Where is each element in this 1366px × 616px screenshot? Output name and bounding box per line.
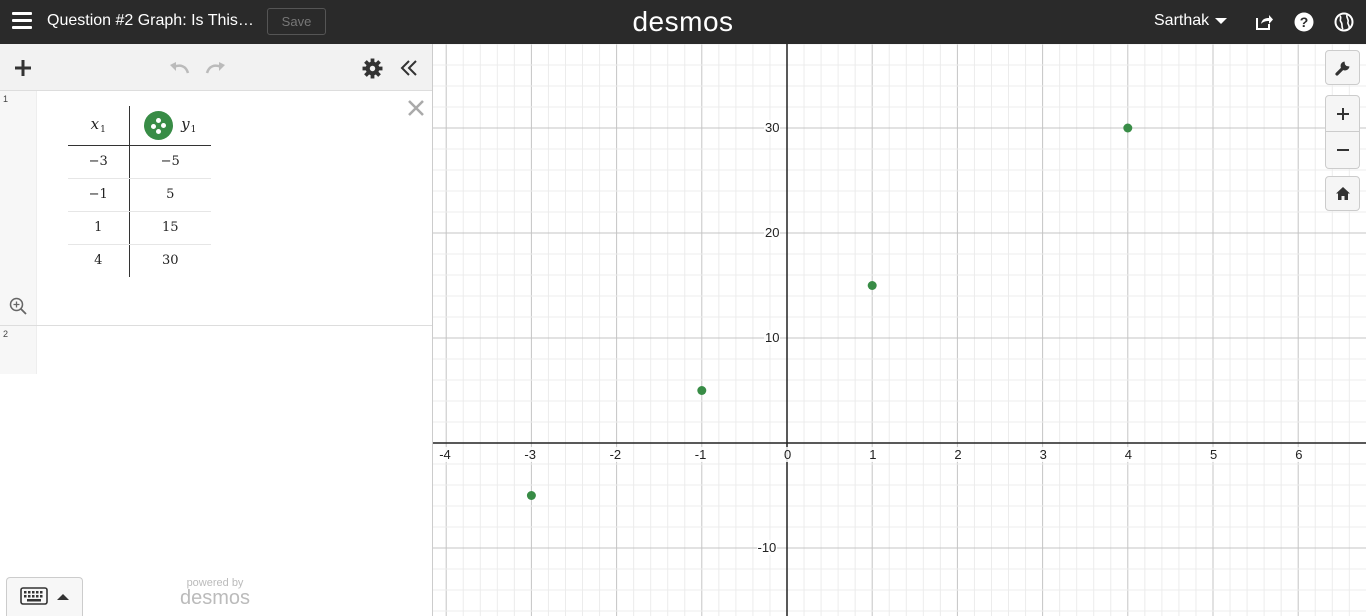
powered-by-brand: desmos: [179, 587, 251, 609]
user-name: Sarthak: [1154, 12, 1210, 29]
table-cell-y[interactable]: 15: [128, 211, 211, 245]
plus-icon: [1337, 108, 1349, 120]
close-icon[interactable]: [406, 98, 426, 118]
wrench-icon: [1335, 61, 1350, 76]
expression-list: 1 x1 y1 −3: [0, 91, 432, 374]
data-point[interactable]: [697, 386, 707, 395]
table-cell-y[interactable]: 30: [128, 244, 211, 277]
table-header-x[interactable]: x1: [68, 106, 129, 146]
keypad-toggle-button[interactable]: [6, 577, 83, 616]
y-tick-label: 20: [764, 225, 781, 240]
save-button[interactable]: Save: [267, 8, 326, 35]
graph-title[interactable]: Question #2 Graph: Is This…: [47, 12, 254, 29]
x-tick-label: -1: [693, 447, 708, 462]
table-cell-y[interactable]: −5: [128, 145, 211, 179]
top-bar: Question #2 Graph: Is This… Save desmos …: [0, 0, 1366, 44]
undo-icon[interactable]: [168, 59, 190, 75]
double-chevron-left-icon[interactable]: [399, 58, 419, 78]
expression-panel: 1 x1 y1 −3: [0, 44, 433, 616]
x-tick-label: 2: [953, 447, 963, 462]
table-cell-y[interactable]: 5: [128, 178, 211, 212]
keyboard-icon: [20, 587, 48, 605]
powered-by-desmos[interactable]: powered by desmos: [165, 577, 265, 610]
gear-icon[interactable]: [362, 58, 383, 79]
svg-text:?: ?: [1300, 14, 1309, 30]
expression-index: 2: [3, 329, 9, 339]
powered-by-label: powered by: [186, 577, 244, 589]
add-expression-icon[interactable]: [13, 58, 33, 78]
table-cell-x[interactable]: −1: [68, 178, 129, 212]
data-point[interactable]: [526, 491, 536, 500]
expression-index: 1: [3, 94, 9, 104]
home-icon: [1336, 187, 1350, 200]
table-row: 1 15: [68, 211, 211, 245]
zoom-fit-icon[interactable]: [9, 297, 27, 315]
help-icon[interactable]: ?: [1294, 12, 1314, 32]
graph-settings-button[interactable]: [1325, 50, 1360, 85]
point-style-icon[interactable]: [144, 110, 174, 140]
x-tick-label: 4: [1123, 447, 1134, 462]
default-viewport-button[interactable]: [1325, 176, 1360, 211]
zoom-in-button[interactable]: [1325, 95, 1360, 132]
data-table[interactable]: x1 y1 −3 −5 −1 5 1 15: [68, 106, 211, 277]
x-tick-label: -4: [438, 447, 452, 462]
x-tick-label: 0: [783, 447, 793, 462]
graph-grid: [433, 44, 1366, 616]
x-tick-label: 3: [1038, 447, 1048, 462]
expression-gutter[interactable]: 1: [0, 91, 37, 325]
x-tick-label: 1: [868, 447, 878, 462]
redo-icon[interactable]: [205, 59, 227, 75]
caret-up-icon: [57, 594, 69, 600]
x-tick-label: 5: [1209, 447, 1219, 462]
share-icon[interactable]: [1254, 12, 1274, 32]
y-tick-label: 10: [764, 330, 781, 345]
table-cell-x[interactable]: −3: [68, 145, 129, 179]
user-menu[interactable]: Sarthak: [1154, 12, 1228, 30]
hamburger-icon[interactable]: [12, 12, 32, 30]
table-cell-x[interactable]: 4: [94, 253, 103, 269]
chevron-down-icon: [1215, 17, 1228, 24]
expression-empty-item[interactable]: 2: [0, 326, 432, 374]
x-tick-label: -3: [523, 447, 537, 462]
minus-icon: [1337, 149, 1349, 151]
x-tick-label: 6: [1294, 447, 1304, 462]
globe-icon[interactable]: [1334, 12, 1354, 32]
data-point[interactable]: [1123, 123, 1133, 133]
expression-toolbar: [0, 44, 432, 91]
table-row: −3 −5: [68, 145, 211, 179]
x-tick-label: -2: [608, 447, 623, 462]
table-cell-x[interactable]: 1: [68, 211, 129, 245]
expression-gutter[interactable]: 2: [0, 326, 37, 374]
table-row: −1 5: [68, 178, 211, 212]
expression-table-item[interactable]: 1 x1 y1 −3: [0, 91, 432, 326]
table-row: 4 30: [68, 244, 211, 277]
y-tick-label: 30: [764, 120, 781, 135]
graph-paper[interactable]: -4 -3 -2 -1 0 1 2 3 4 5 6 30 20 10 -10: [433, 44, 1366, 616]
table-header-y[interactable]: y1: [128, 106, 211, 146]
y-tick-label: -10: [756, 540, 778, 555]
data-point[interactable]: [867, 281, 877, 290]
zoom-out-button[interactable]: [1325, 132, 1360, 169]
